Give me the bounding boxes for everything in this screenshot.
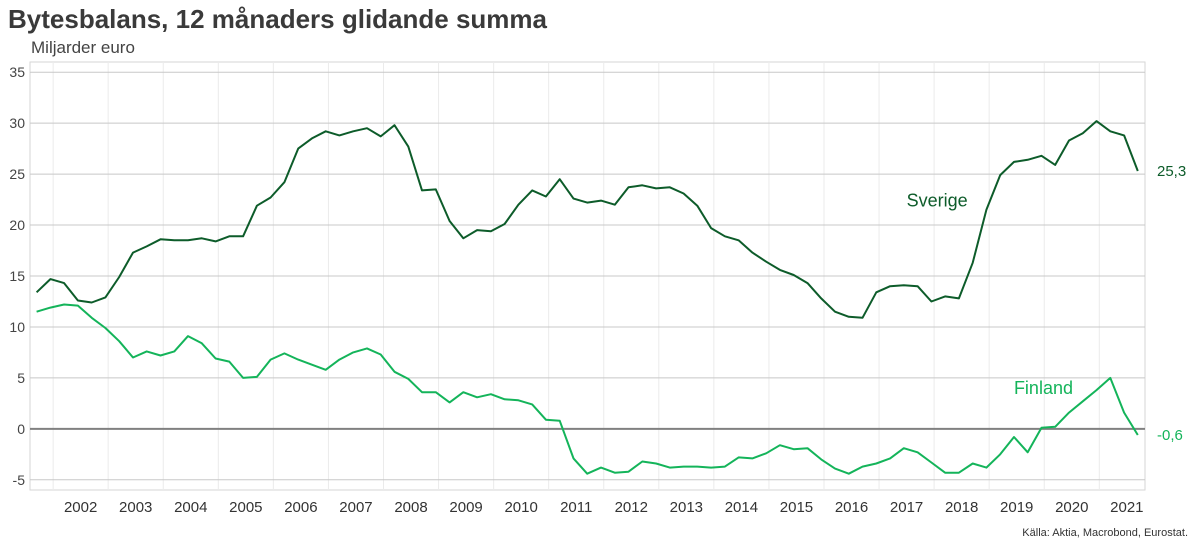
series-labels: 25,3 -0,6 Sverige Finland (907, 163, 1187, 444)
x-tick-label: 2008 (394, 499, 427, 516)
horizontal-gridlines (30, 71, 1145, 481)
series-line-sverige (35, 120, 1139, 319)
series-line-finland (36, 303, 1139, 475)
x-tick-label: 2014 (725, 499, 758, 516)
y-tick-label: 10 (9, 319, 25, 335)
x-tick-label: 2005 (229, 499, 262, 516)
x-tick-label: 2009 (449, 499, 482, 516)
y-tick-label: 0 (17, 421, 25, 437)
y-tick-label: -5 (13, 472, 26, 488)
y-tick-label: 35 (9, 64, 25, 80)
x-tick-label: 2017 (890, 499, 923, 516)
x-tick-label: 2018 (945, 499, 978, 516)
series-name-label-finland: Finland (1014, 378, 1073, 398)
series-name-label-sverige: Sverige (907, 191, 968, 211)
x-tick-label: 2013 (670, 499, 703, 516)
x-tick-label: 2006 (284, 499, 317, 516)
x-tick-label: 2002 (64, 499, 97, 516)
x-tick-label: 2021 (1110, 499, 1143, 516)
source-note: Källa: Aktia, Macrobond, Eurostat. (1022, 527, 1188, 539)
x-tick-label: 2010 (504, 499, 537, 516)
x-tick-label: 2020 (1055, 499, 1088, 516)
y-tick-label: 5 (17, 370, 25, 386)
y-tick-labels: -5 0 5 10 15 20 25 30 35 (9, 64, 25, 488)
series-lines (35, 120, 1139, 475)
x-tick-label: 2012 (615, 499, 648, 516)
x-tick-label: 2011 (560, 499, 592, 516)
y-tick-label: 15 (9, 268, 25, 284)
x-tick-label: 2007 (339, 499, 372, 516)
x-tick-label: 2019 (1000, 499, 1033, 516)
x-tick-label: 2003 (119, 499, 152, 516)
y-tick-label: 30 (9, 115, 25, 131)
x-tick-label: 2016 (835, 499, 868, 516)
end-value-label-finland: -0,6 (1157, 427, 1183, 444)
x-tick-label: 2004 (174, 499, 207, 516)
end-value-label-sverige: 25,3 (1157, 163, 1186, 180)
y-tick-label: 20 (9, 217, 25, 233)
y-tick-label: 25 (9, 166, 25, 182)
y-axis-unit-label: Miljarder euro (31, 38, 135, 57)
chart-title: Bytesbalans, 12 månaders glidande summa (8, 4, 547, 34)
x-tick-labels: 2002 2003 2004 2005 2006 2007 2008 2009 2010 2011… (64, 499, 1144, 516)
x-tick-label: 2015 (780, 499, 813, 516)
